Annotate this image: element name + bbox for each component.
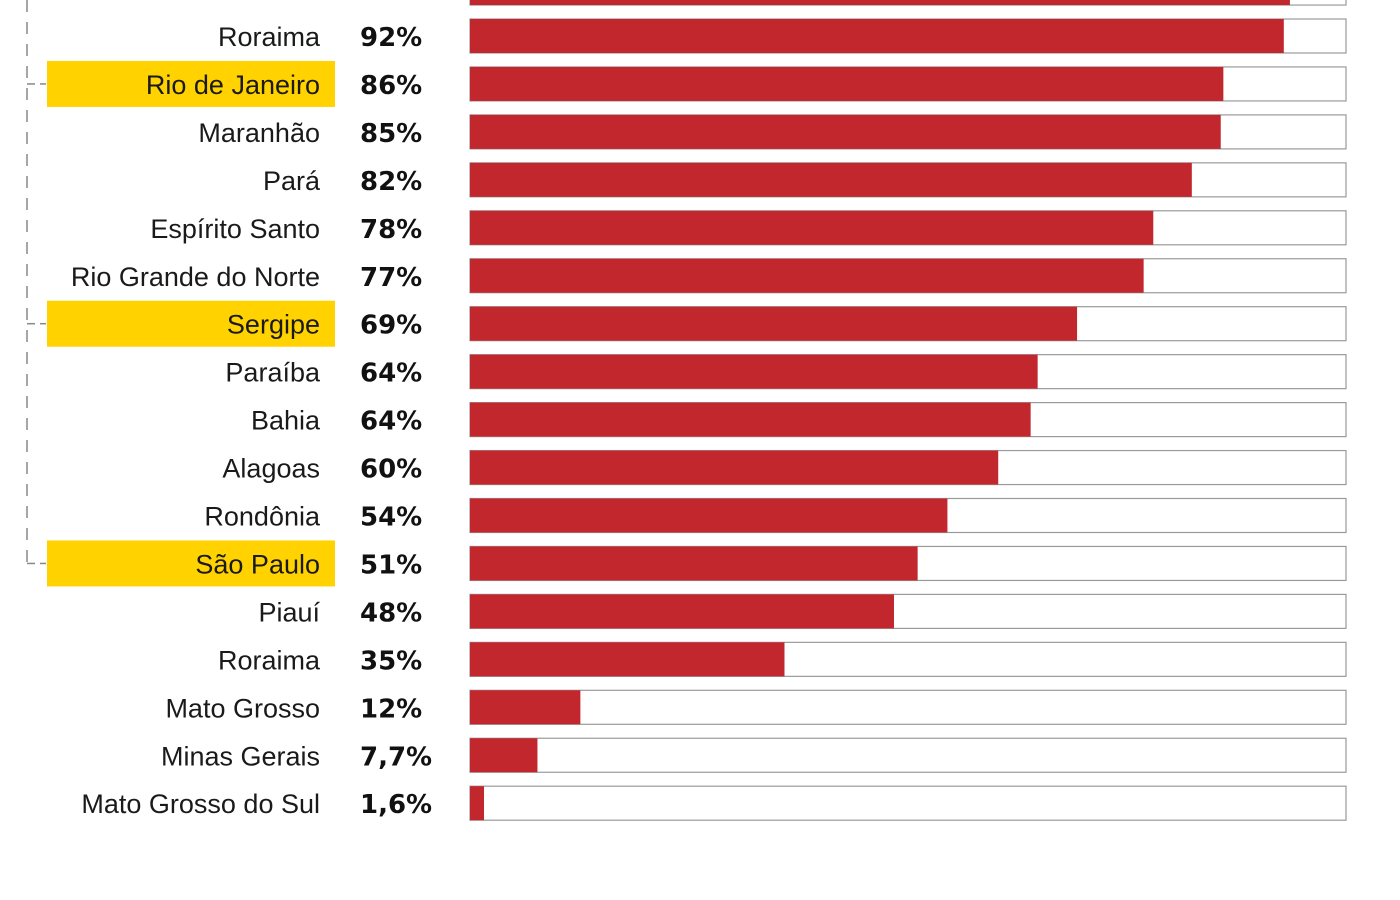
category-label: Pará [263, 166, 321, 196]
bar-row: Minas Gerais 7,7% [161, 737, 1347, 773]
bar [470, 642, 785, 677]
bar [470, 19, 1284, 53]
category-label: Espírito Santo [150, 214, 320, 244]
bar-row: Mato Grosso 12% [165, 689, 1347, 725]
category-label: Mato Grosso [165, 693, 320, 723]
bar-row: Espírito Santo 78% [150, 210, 1347, 246]
category-label: Sergipe [227, 310, 320, 340]
bar [470, 450, 999, 485]
bar [470, 306, 1078, 341]
bar-row: Mato Grosso do Sul 1,6% [81, 785, 1347, 821]
value-label: 7,7% [360, 742, 432, 772]
bar [470, 690, 581, 725]
value-label: 60% [360, 455, 422, 485]
category-label: Paraíba [225, 358, 321, 388]
value-label: 77% [360, 263, 422, 293]
highlight-bracket [26, 0, 46, 565]
bar [470, 738, 538, 773]
value-label: 64% [360, 407, 422, 437]
bar-row: Sergipe 69% [47, 300, 1347, 347]
bar [470, 66, 1224, 101]
bar [470, 162, 1192, 197]
value-label: 82% [360, 167, 422, 197]
value-label: 92% [360, 23, 422, 53]
category-label: Alagoas [222, 454, 320, 484]
category-label: Roraima [218, 22, 321, 52]
value-label: 69% [360, 311, 422, 341]
category-label: Piauí [258, 597, 320, 627]
value-label: 1,6% [360, 790, 432, 820]
value-label: 51% [360, 550, 422, 580]
value-label: 78% [360, 215, 422, 245]
bar [470, 594, 894, 629]
category-label: Bahia [251, 406, 321, 436]
bar [470, 402, 1031, 437]
bar-row: Roraima 92% [218, 18, 1347, 54]
bar [470, 210, 1154, 245]
category-label: Mato Grosso do Sul [81, 789, 320, 819]
value-label: 64% [360, 359, 422, 389]
bar-row: Rio de Janeiro 86% [47, 60, 1347, 107]
bar-row: São Paulo 51% [47, 540, 1347, 587]
value-label: 48% [360, 598, 422, 628]
bar [470, 258, 1144, 293]
bar [470, 114, 1221, 149]
bar-row: Pará 82% [263, 162, 1347, 198]
bar-row: Maranhão 85% [198, 114, 1347, 150]
category-label: Rio de Janeiro [146, 70, 320, 100]
bar [470, 786, 485, 821]
bar-row: Paraíba 64% [225, 354, 1347, 390]
bar-row: Rio Grande do Norte 77% [71, 258, 1347, 294]
bar-row: Piauí 48% [258, 593, 1347, 630]
category-label: Rio Grande do Norte [71, 262, 320, 292]
category-label: Rondônia [204, 502, 321, 532]
value-label: 35% [360, 646, 422, 676]
bar-row: Rondônia 54% [204, 497, 1347, 534]
value-label: 54% [360, 503, 422, 533]
bar-row: Roraima 35% [218, 641, 1347, 677]
bar [470, 0, 1290, 6]
bar-rows: Roraima 92% Rio de Janeiro 86% Maranhão 85% Pa… [47, 18, 1347, 821]
cropped-top-row [469, 0, 1347, 6]
category-label: Minas Gerais [161, 741, 320, 771]
bar-row: Bahia 64% [251, 402, 1347, 438]
bar [470, 354, 1038, 389]
category-label: Maranhão [198, 118, 320, 148]
value-label: 86% [360, 71, 422, 101]
value-label: 85% [360, 119, 422, 149]
category-label: Roraima [218, 645, 321, 675]
highlight-box [47, 540, 335, 587]
bar-track [469, 737, 1347, 773]
highlight-box [47, 60, 335, 107]
bar-track [469, 689, 1347, 725]
bar [470, 546, 918, 581]
value-label: 12% [360, 694, 422, 724]
bar-row: Alagoas 60% [222, 449, 1347, 486]
bar [470, 498, 948, 533]
highlight-box [47, 300, 335, 347]
bar-track [469, 785, 1347, 821]
category-label: São Paulo [195, 549, 320, 579]
